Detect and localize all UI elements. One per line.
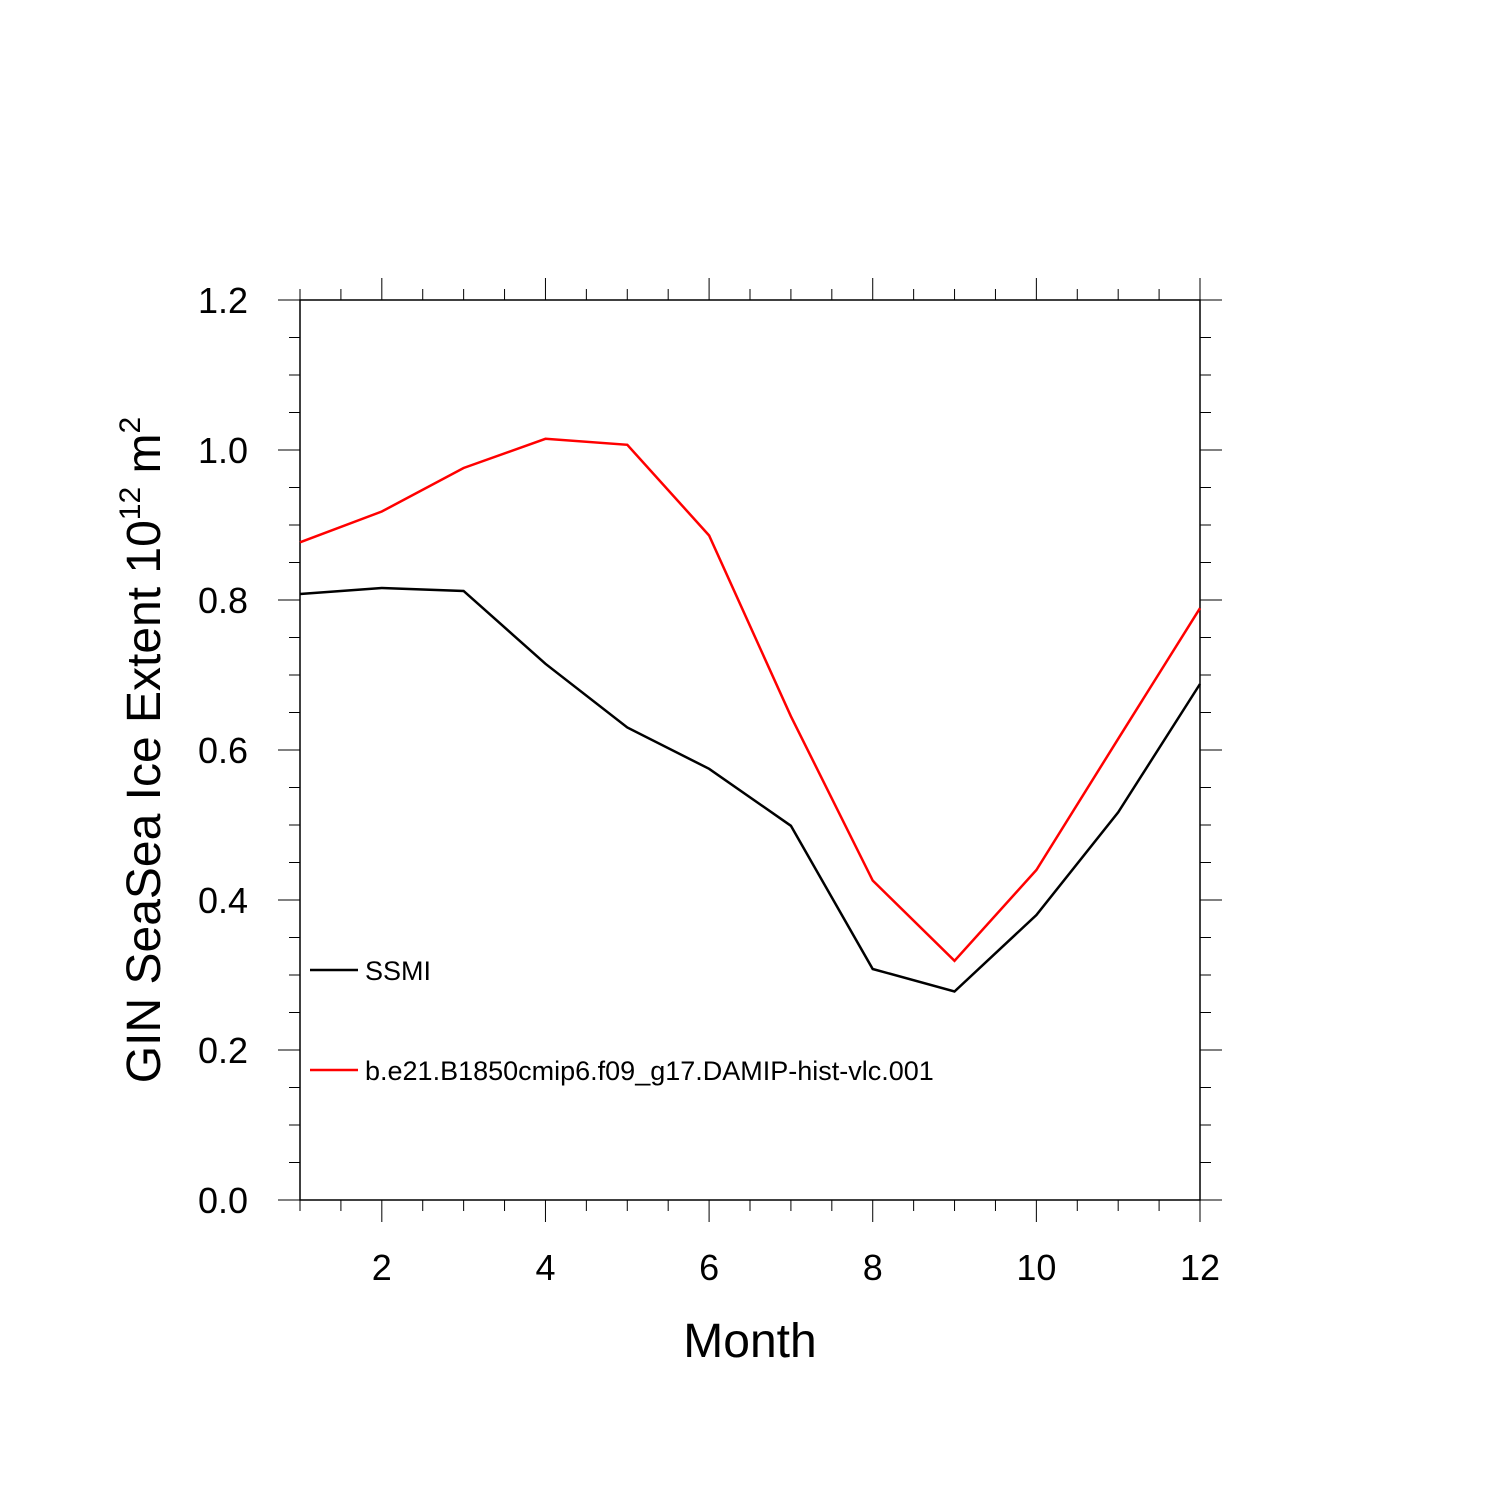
y-axis-title-unit-exponent: 2 [114,417,147,434]
x-tick-label: 12 [1180,1247,1220,1288]
series-line-1 [299,586,1202,993]
x-tick-label: 4 [535,1247,555,1288]
legend-label-2: b.e21.B1850cmip6.f09_g17.DAMIP-hist-vlc.… [365,1056,934,1086]
x-tick-label: 6 [699,1247,719,1288]
x-axis-title: Month [683,1315,816,1368]
series-lines [299,437,1202,993]
y-tick-label: 0.6 [198,730,248,771]
legend-label-1: SSMI [365,956,431,986]
x-tick-label: 2 [372,1247,392,1288]
series-line-2 [299,437,1202,963]
y-axis-title-unit: m [118,433,171,486]
y-axis-title-exponent: 12 [114,487,147,520]
x-tick-label: 8 [863,1247,883,1288]
plot-frame [299,299,1201,1201]
y-tick-labels: 0.0 0.2 0.4 0.6 0.8 1.0 1.2 [198,280,248,1221]
legend: SSMI b.e21.B1850cmip6.f09_g17.DAMIP-hist-… [310,956,934,1086]
ticks-group [278,278,1222,1222]
x-tick-labels: 2 4 6 8 10 12 [372,1247,1220,1288]
y-tick-label: 0.2 [198,1030,248,1071]
y-tick-label: 1.2 [198,280,248,321]
y-tick-label: 1.0 [198,430,248,471]
x-tick-label: 10 [1016,1247,1056,1288]
y-axis-title: GIN SeaSea Ice Extent 1012 m2 [114,417,171,1083]
y-tick-label: 0.4 [198,880,248,921]
y-axis-title-main: GIN SeaSea Ice Extent 10 [118,520,171,1083]
y-tick-label: 0.0 [198,1180,248,1221]
y-tick-label: 0.8 [198,580,248,621]
